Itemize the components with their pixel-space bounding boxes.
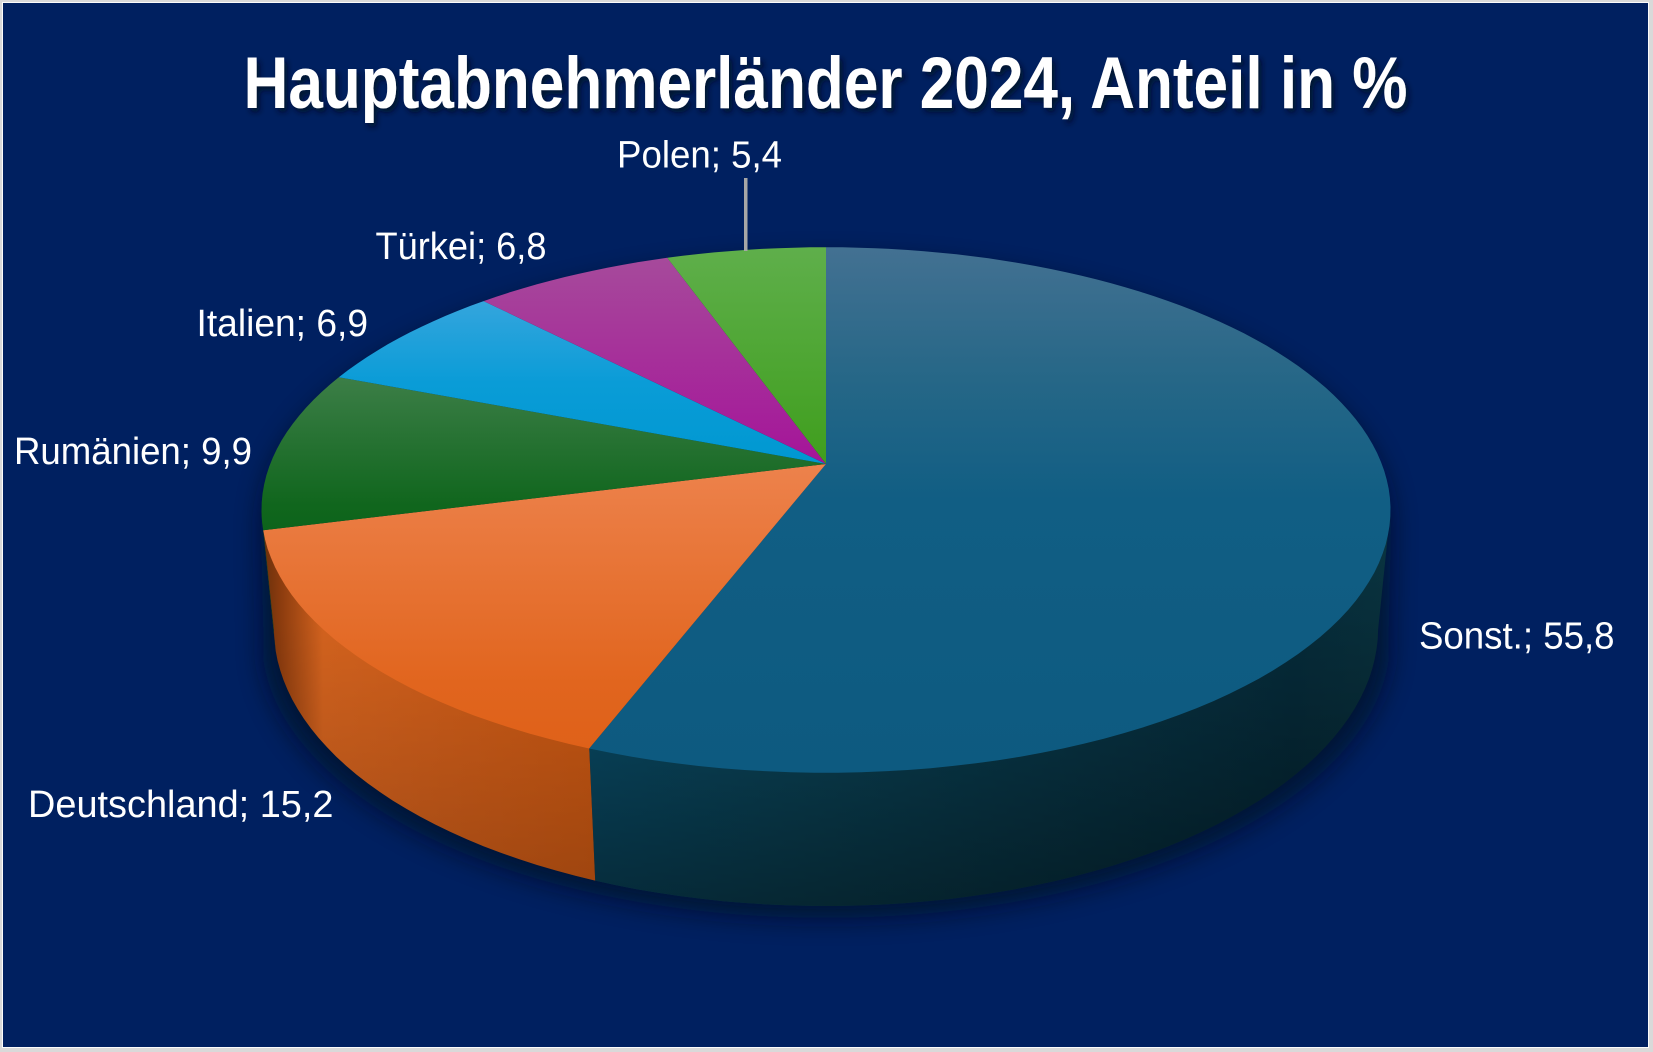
svg-text:Rumänien; 9,9: Rumänien; 9,9 (14, 430, 252, 473)
svg-text:Sonst.; 55,8: Sonst.; 55,8 (1419, 615, 1615, 658)
svg-text:Hauptabnehmerländer 2024, Ante: Hauptabnehmerländer 2024, Anteil in % (244, 41, 1408, 124)
svg-text:Deutschland; 15,2: Deutschland; 15,2 (28, 783, 334, 826)
svg-text:Türkei; 6,8: Türkei; 6,8 (376, 225, 547, 268)
svg-text:Polen; 5,4: Polen; 5,4 (617, 134, 782, 177)
svg-text:Italien; 6,9: Italien; 6,9 (197, 302, 369, 345)
